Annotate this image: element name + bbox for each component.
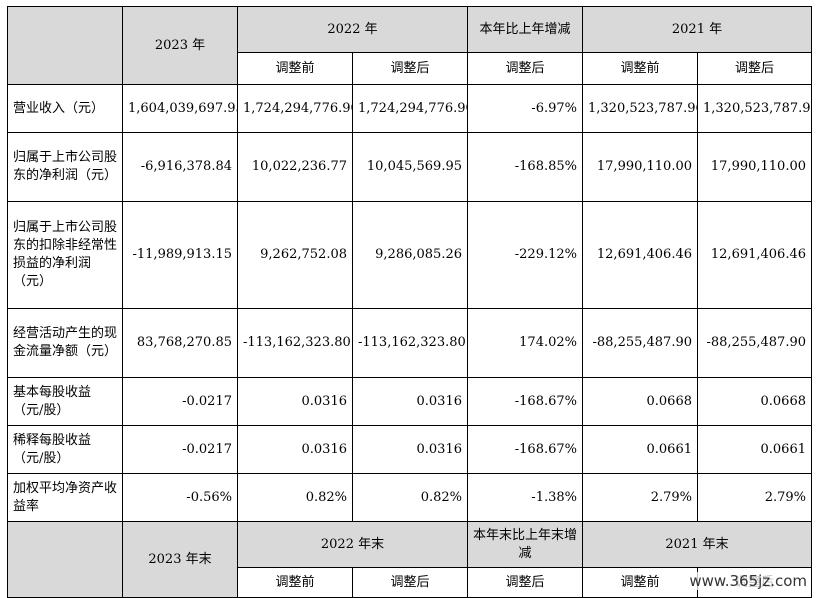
header-change: 本年比上年增减 xyxy=(467,6,583,53)
table-row: 归属于上市公司股东的净利润（元） -6,916,378.84 10,022,23… xyxy=(7,132,812,202)
corner-cell-bottom xyxy=(7,521,123,598)
financial-data-table: 2023 年 2022 年 本年比上年增减 2021 年 调整前 调整后 调整后… xyxy=(7,6,812,598)
value-2021-before: 17,990,110.00 xyxy=(582,132,698,202)
value-2022-before: 0.0316 xyxy=(237,425,353,474)
header-change-after: 调整后 xyxy=(467,52,583,85)
value-2021-before: 12,691,406.46 xyxy=(582,201,698,309)
header-end-2022-after: 调整后 xyxy=(352,567,468,598)
table-row: 经营活动产生的现金流量净额（元） 83,768,270.85 -113,162,… xyxy=(7,308,812,378)
row-label: 稀释每股收益（元/股） xyxy=(7,425,123,474)
value-2022-after: 1,724,294,776.90 xyxy=(352,84,468,133)
header-change-end-after: 调整后 xyxy=(467,567,583,598)
value-2021-after: 0.0661 xyxy=(697,425,812,474)
header-2021: 2021 年 xyxy=(582,6,812,53)
header-change-end: 本年末比上年末增减 xyxy=(467,521,583,568)
header-2022-after: 调整后 xyxy=(352,52,468,85)
header-end-2021-before: 调整前 xyxy=(582,567,698,598)
value-change: -229.12% xyxy=(467,201,583,309)
table-row: 加权平均净资产收益率 -0.56% 0.82% 0.82% -1.38% 2.7… xyxy=(7,473,812,522)
row-label: 归属于上市公司股东的扣除非经常性损益的净利润（元） xyxy=(7,201,123,309)
footer-header-row-years: 2023 年末 2022 年末 本年末比上年末增减 2021 年末 xyxy=(7,521,812,598)
value-2021-after: 2.79% xyxy=(697,473,812,522)
value-2021-after: 0.0668 xyxy=(697,377,812,426)
value-2022-before: -113,162,323.80 xyxy=(237,308,353,378)
value-2021-after: 1,320,523,787.96 xyxy=(697,84,812,133)
value-change: -168.67% xyxy=(467,425,583,474)
value-2021-after: 17,990,110.00 xyxy=(697,132,812,202)
table-row: 基本每股收益（元/股） -0.0217 0.0316 0.0316 -168.6… xyxy=(7,377,812,426)
header-end-2021: 2021 年末 xyxy=(582,521,812,568)
value-2021-before: 0.0668 xyxy=(582,377,698,426)
value-2022-after: 9,286,085.26 xyxy=(352,201,468,309)
watermark: www.365jz.com xyxy=(686,572,810,590)
value-change: -168.67% xyxy=(467,377,583,426)
value-2023: -6,916,378.84 xyxy=(122,132,238,202)
value-2023: -0.0217 xyxy=(122,377,238,426)
value-2023: -0.0217 xyxy=(122,425,238,474)
row-label: 经营活动产生的现金流量净额（元） xyxy=(7,308,123,378)
value-2023: -11,989,913.15 xyxy=(122,201,238,309)
header-2022-before: 调整前 xyxy=(237,52,353,85)
header-row-years: 2023 年 2022 年 本年比上年增减 2021 年 xyxy=(7,6,812,85)
corner-cell xyxy=(7,6,123,85)
value-2022-after: 10,045,569.95 xyxy=(352,132,468,202)
value-change: 174.02% xyxy=(467,308,583,378)
row-label: 加权平均净资产收益率 xyxy=(7,473,123,522)
value-2022-before: 0.0316 xyxy=(237,377,353,426)
value-2022-before: 9,262,752.08 xyxy=(237,201,353,309)
value-2022-after: 0.0316 xyxy=(352,377,468,426)
value-2021-after: 12,691,406.46 xyxy=(697,201,812,309)
table-row: 稀释每股收益（元/股） -0.0217 0.0316 0.0316 -168.6… xyxy=(7,425,812,474)
row-label: 营业收入（元） xyxy=(7,84,123,133)
header-2021-before: 调整前 xyxy=(582,52,698,85)
header-end-2022-before: 调整前 xyxy=(237,567,353,598)
value-2023: 1,604,039,697.95 xyxy=(122,84,238,133)
value-2022-after: 0.0316 xyxy=(352,425,468,474)
row-label: 基本每股收益（元/股） xyxy=(7,377,123,426)
header-end-2023: 2023 年末 xyxy=(122,521,238,598)
header-2022: 2022 年 xyxy=(237,6,468,53)
row-label: 归属于上市公司股东的净利润（元） xyxy=(7,132,123,202)
value-change: -6.97% xyxy=(467,84,583,133)
value-2021-before: 0.0661 xyxy=(582,425,698,474)
value-2022-before: 1,724,294,776.90 xyxy=(237,84,353,133)
value-2021-before: -88,255,487.90 xyxy=(582,308,698,378)
value-change: -168.85% xyxy=(467,132,583,202)
value-2022-after: -113,162,323.80 xyxy=(352,308,468,378)
value-change: -1.38% xyxy=(467,473,583,522)
value-2022-after: 0.82% xyxy=(352,473,468,522)
value-2023: 83,768,270.85 xyxy=(122,308,238,378)
header-end-2022: 2022 年末 xyxy=(237,521,468,568)
value-2023: -0.56% xyxy=(122,473,238,522)
value-2021-before: 1,320,523,787.96 xyxy=(582,84,698,133)
header-row-adjust: 调整前 调整后 调整后 调整前 调整后 xyxy=(8,52,812,85)
value-2021-before: 2.79% xyxy=(582,473,698,522)
value-2021-after: -88,255,487.90 xyxy=(697,308,812,378)
header-2021-after: 调整后 xyxy=(697,52,812,85)
table-row: 归属于上市公司股东的扣除非经常性损益的净利润（元） -11,989,913.15… xyxy=(7,201,812,309)
footer-header-row-adjust: 调整前 调整后 调整后 调整前 调整后 xyxy=(8,567,812,598)
table-row: 营业收入（元） 1,604,039,697.95 1,724,294,776.9… xyxy=(7,84,812,133)
header-2023: 2023 年 xyxy=(122,6,238,85)
value-2022-before: 10,022,236.77 xyxy=(237,132,353,202)
value-2022-before: 0.82% xyxy=(237,473,353,522)
